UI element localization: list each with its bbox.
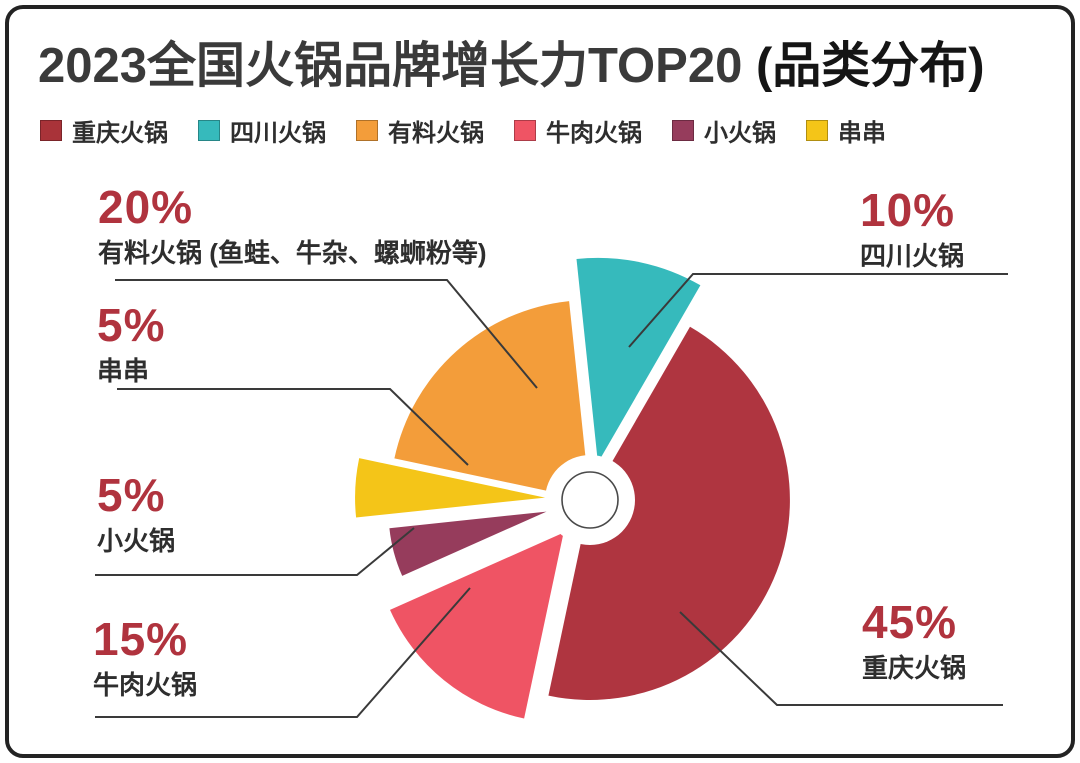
legend-swatch-youliao xyxy=(356,120,378,141)
callout-youliao-pct: 20% xyxy=(98,181,194,233)
callout-chuanchuan-label: 串串 xyxy=(97,356,150,387)
page-title-main: 2023全国火锅品牌增长力TOP20 xyxy=(38,39,743,93)
legend-item-chongqing: 重庆火锅 xyxy=(40,113,168,148)
legend-label: 牛肉火锅 xyxy=(546,120,642,147)
callout-chongqing-pct: 45% xyxy=(862,596,958,648)
legend-label: 有料火锅 xyxy=(388,120,484,147)
pie-center-ring xyxy=(561,471,619,529)
pie-slice-有料火锅 xyxy=(394,301,590,500)
callout-niurou-pct: 15% xyxy=(93,613,189,665)
page-title-suffix: (品类分布) xyxy=(742,39,985,93)
callout-sichuan-pct: 10% xyxy=(860,184,956,236)
legend-swatch-sichuan xyxy=(198,120,220,141)
legend-item-youliao: 有料火锅 xyxy=(356,113,484,148)
leader-line-niurou xyxy=(95,587,471,718)
legend-item-niurou: 牛肉火锅 xyxy=(514,113,642,148)
legend-item-chuanchuan: 串串 xyxy=(806,113,886,148)
leader-line-youliao xyxy=(115,279,538,389)
callout-youliao: 20% 有料火锅 (鱼蛙、牛杂、螺蛳粉等) xyxy=(98,183,487,268)
leader-line-xiaohuoguo xyxy=(95,527,415,576)
callout-niurou: 15% 牛肉火锅 xyxy=(93,615,197,700)
leader-line-chuanchuan xyxy=(117,388,469,466)
legend-label: 小火锅 xyxy=(704,120,776,147)
pie-slice-串串 xyxy=(355,458,546,518)
callout-chongqing: 45% 重庆火锅 xyxy=(862,598,966,683)
leader-line-chongqing xyxy=(679,611,1003,706)
callout-xiaohuoguo-label: 小火锅 xyxy=(97,526,176,557)
legend-swatch-chongqing xyxy=(40,120,62,141)
callout-xiaohuoguo: 5% 小火锅 xyxy=(97,471,175,556)
callout-youliao-label: 有料火锅 (鱼蛙、牛杂、螺蛳粉等) xyxy=(98,238,487,269)
legend: 重庆火锅 四川火锅 有料火锅 牛肉火锅 小火锅 串串 xyxy=(40,113,1080,148)
legend-swatch-chuanchuan xyxy=(806,120,828,141)
callout-chuanchuan: 5% 串串 xyxy=(97,301,165,386)
legend-swatch-niurou xyxy=(514,120,536,141)
pie-slice-重庆火锅 xyxy=(548,326,790,700)
callout-chuanchuan-pct: 5% xyxy=(97,299,166,351)
legend-label: 串串 xyxy=(838,120,886,147)
legend-label: 重庆火锅 xyxy=(72,120,168,147)
legend-item-sichuan: 四川火锅 xyxy=(198,113,326,148)
callout-xiaohuoguo-pct: 5% xyxy=(97,469,166,521)
callout-sichuan: 10% 四川火锅 xyxy=(860,186,964,271)
legend-item-xiaohuoguo: 小火锅 xyxy=(672,113,776,148)
leader-line-sichuan xyxy=(628,273,1008,348)
callout-chongqing-label: 重庆火锅 xyxy=(862,653,967,684)
callout-niurou-label: 牛肉火锅 xyxy=(93,670,198,701)
page-title: 2023全国火锅品牌增长力TOP20 (品类分布) xyxy=(0,0,1080,97)
pie-center-hole xyxy=(545,455,635,545)
pie-slice-小火锅 xyxy=(389,511,547,576)
callout-sichuan-label: 四川火锅 xyxy=(860,241,965,272)
pie-slice-四川火锅 xyxy=(576,257,701,463)
pie-slice-牛肉火锅 xyxy=(390,532,564,719)
legend-label: 四川火锅 xyxy=(230,120,326,147)
legend-swatch-xiaohuoguo xyxy=(672,120,694,141)
